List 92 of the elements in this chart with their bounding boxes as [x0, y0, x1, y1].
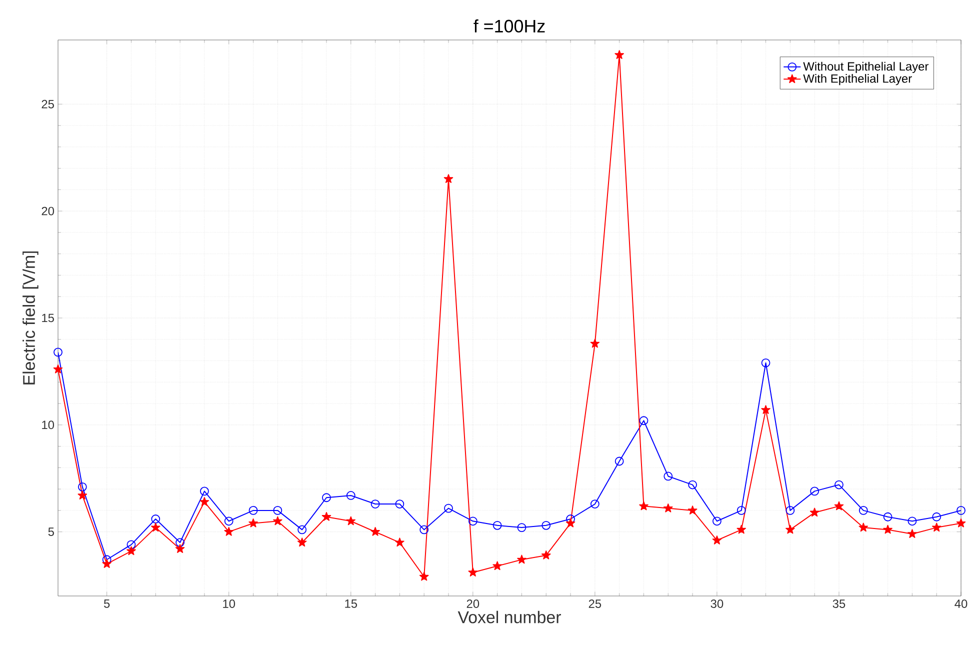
point [273, 506, 282, 515]
point [78, 482, 87, 492]
point [810, 508, 820, 517]
point [298, 525, 307, 534]
point [834, 480, 844, 490]
legend-label: Without Epithelial Layer [803, 62, 928, 74]
y-tick-label: 15 [42, 314, 54, 322]
point [688, 480, 697, 490]
point [786, 506, 795, 515]
point [664, 503, 673, 512]
y-tick-label: 20 [42, 206, 54, 216]
y-axis-title: Electric field [V/m] [22, 251, 38, 384]
point [200, 486, 209, 496]
point [151, 514, 160, 524]
point [370, 500, 380, 508]
point [761, 358, 770, 368]
point [541, 550, 551, 560]
point [712, 516, 722, 526]
point [444, 504, 453, 513]
point [688, 506, 698, 514]
point [712, 536, 722, 544]
point [468, 516, 478, 526]
point [395, 500, 404, 508]
point [126, 540, 136, 550]
point [444, 174, 454, 183]
point [834, 501, 844, 510]
point [492, 561, 502, 570]
point [54, 348, 62, 357]
point [468, 568, 478, 576]
x-tick-label: 5 [104, 600, 110, 608]
point [956, 506, 966, 515]
point [932, 522, 942, 532]
point [492, 520, 502, 530]
point [590, 338, 600, 348]
point [150, 522, 160, 532]
x-tick-label: 30 [710, 600, 724, 608]
point [224, 526, 234, 536]
point [517, 554, 526, 564]
point [126, 546, 136, 556]
x-tick-label: 10 [223, 600, 236, 608]
point [810, 486, 820, 496]
point [614, 50, 624, 59]
point [273, 516, 282, 526]
point [883, 524, 892, 534]
x-tick-label: 40 [954, 600, 968, 608]
point [858, 522, 868, 532]
point [566, 518, 576, 528]
x-tick-label: 25 [588, 600, 602, 608]
y-tick-label: 5 [48, 528, 54, 536]
point [395, 538, 404, 547]
point [200, 497, 210, 506]
point [736, 506, 746, 515]
point [590, 500, 600, 508]
point [346, 516, 356, 526]
point [322, 512, 332, 521]
point [420, 525, 429, 534]
point [908, 529, 917, 538]
point [224, 516, 234, 526]
legend-label: With Epithelial Layer [803, 74, 912, 86]
point [614, 456, 624, 466]
x-axis-title: Voxel number [458, 610, 561, 624]
point [175, 544, 185, 553]
x-tick-label: 20 [466, 600, 480, 608]
point [176, 538, 184, 547]
y-tick-label: 25 [42, 100, 54, 108]
x-tick-label: 35 [832, 600, 846, 608]
point [761, 405, 770, 414]
point [370, 526, 380, 536]
point [297, 538, 307, 547]
point [908, 516, 917, 526]
point [858, 506, 868, 515]
point [542, 520, 551, 530]
point [346, 491, 356, 500]
point [883, 512, 892, 522]
chart-title: f =100Hz [474, 19, 545, 32]
point [248, 518, 258, 528]
point [736, 524, 746, 534]
point [639, 501, 648, 510]
point [956, 518, 966, 528]
point [419, 572, 429, 581]
point [517, 523, 526, 532]
point [322, 493, 331, 502]
point [786, 524, 795, 534]
point [53, 364, 63, 374]
x-tick-label: 15 [345, 600, 358, 608]
point [248, 506, 258, 515]
point [664, 472, 673, 481]
y-tick-label: 10 [42, 420, 54, 430]
point [932, 512, 942, 522]
point [639, 416, 648, 426]
point [102, 559, 112, 568]
point [78, 490, 88, 500]
